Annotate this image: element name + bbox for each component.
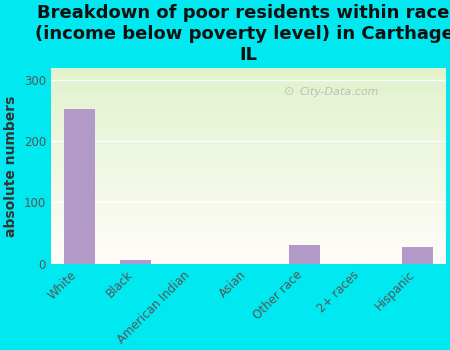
Bar — [51, 228, 446, 232]
Bar — [51, 260, 446, 264]
Bar — [51, 236, 446, 240]
Bar — [51, 96, 446, 99]
Bar — [51, 181, 446, 186]
Bar — [51, 240, 446, 244]
Bar — [51, 186, 446, 189]
Bar — [63, 109, 94, 264]
Bar — [51, 213, 446, 217]
Bar — [51, 197, 446, 201]
Bar — [51, 166, 446, 170]
Bar — [51, 131, 446, 134]
Bar — [51, 224, 446, 228]
Bar — [120, 260, 151, 264]
Bar — [51, 123, 446, 127]
Bar — [51, 256, 446, 260]
Bar — [51, 134, 446, 139]
Bar — [51, 76, 446, 80]
Bar — [51, 150, 446, 154]
Bar — [51, 88, 446, 92]
Bar — [51, 84, 446, 88]
Bar — [51, 158, 446, 162]
Bar — [51, 119, 446, 123]
Bar — [51, 139, 446, 142]
Bar — [51, 174, 446, 177]
Bar — [51, 201, 446, 205]
Bar — [51, 92, 446, 96]
Bar — [51, 162, 446, 166]
Bar — [51, 146, 446, 150]
Bar — [51, 107, 446, 111]
Bar — [289, 245, 320, 264]
Y-axis label: absolute numbers: absolute numbers — [4, 95, 18, 237]
Bar — [51, 217, 446, 220]
Bar — [51, 209, 446, 213]
Bar — [51, 111, 446, 115]
Bar — [51, 154, 446, 158]
Bar — [51, 170, 446, 174]
Title: Breakdown of poor residents within races
(income below poverty level) in Carthag: Breakdown of poor residents within races… — [36, 4, 450, 64]
Text: ⊙: ⊙ — [284, 85, 294, 98]
Bar — [51, 220, 446, 224]
Bar — [51, 193, 446, 197]
Bar — [51, 68, 446, 72]
Text: City-Data.com: City-Data.com — [300, 86, 379, 97]
Bar — [51, 142, 446, 146]
Bar — [51, 248, 446, 252]
Bar — [51, 103, 446, 107]
Bar — [51, 252, 446, 256]
Bar — [51, 72, 446, 76]
Bar — [51, 232, 446, 236]
Bar — [51, 244, 446, 248]
Bar — [51, 115, 446, 119]
Bar — [51, 99, 446, 103]
Bar — [51, 80, 446, 84]
Bar — [51, 189, 446, 193]
Bar — [51, 127, 446, 131]
Bar — [51, 205, 446, 209]
Bar — [402, 247, 433, 264]
Bar — [51, 177, 446, 181]
